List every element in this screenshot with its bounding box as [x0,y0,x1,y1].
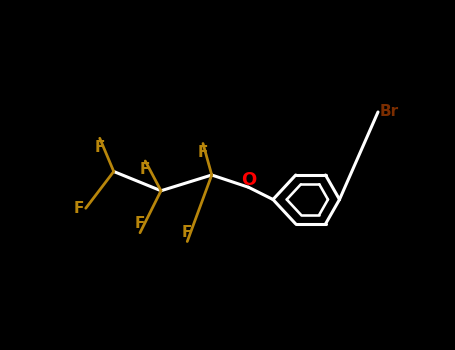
Text: F: F [95,140,105,154]
Text: F: F [74,201,84,216]
Text: F: F [140,162,151,177]
Text: Br: Br [380,105,399,119]
Text: F: F [182,225,192,240]
Text: F: F [198,145,208,160]
Text: O: O [241,171,256,189]
Text: F: F [135,217,145,231]
